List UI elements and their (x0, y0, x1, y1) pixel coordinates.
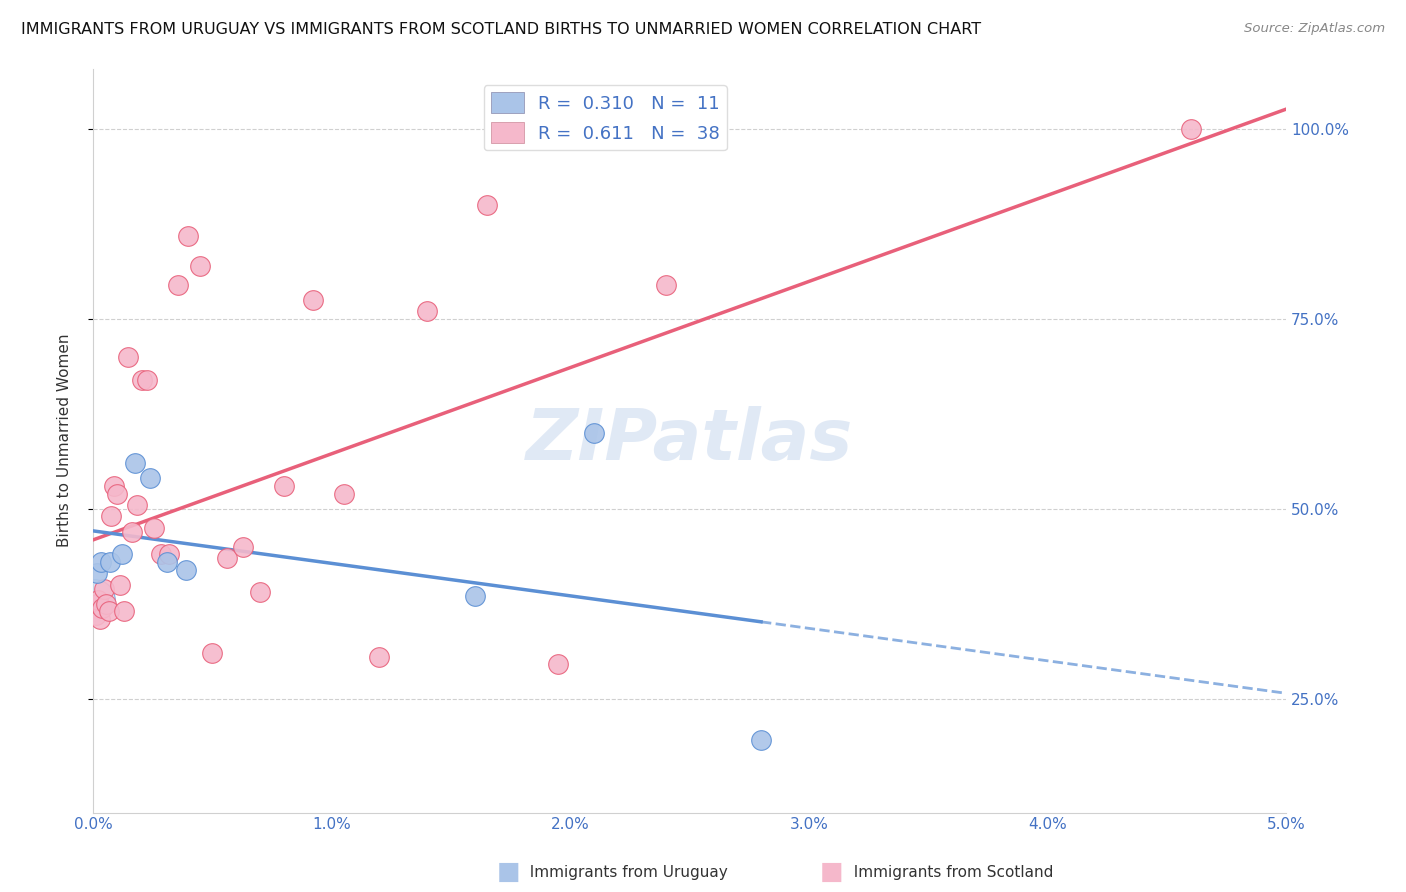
Point (87, 593, 110, 607)
Point (142, 521, 165, 535)
Point (136, 373, 159, 387)
Point (201, 646, 224, 660)
Text: ■: ■ (820, 861, 844, 884)
Legend: R =  0.310   N =  11, R =  0.611   N =  38: R = 0.310 N = 11, R = 0.611 N = 38 (484, 85, 727, 150)
Point (100, 509, 122, 524)
Text: IMMIGRANTS FROM URUGUAY VS IMMIGRANTS FROM SCOTLAND BIRTHS TO UNMARRIED WOMEN CO: IMMIGRANTS FROM URUGUAY VS IMMIGRANTS FR… (21, 22, 981, 37)
Point (97, 604, 120, 618)
Point (547, 657, 569, 672)
Point (110, 578, 132, 592)
Point (749, 733, 772, 747)
Point (86, 566, 108, 581)
Point (157, 548, 180, 562)
Point (112, 604, 135, 618)
Point (583, 425, 606, 440)
Text: Immigrants from Uruguay: Immigrants from Uruguay (520, 865, 728, 880)
Point (177, 228, 200, 243)
Point (156, 555, 179, 569)
Point (83, 593, 105, 607)
Point (416, 304, 439, 318)
Point (124, 456, 146, 470)
Text: Immigrants from Scotland: Immigrants from Scotland (844, 865, 1053, 880)
Point (84, 600, 107, 615)
Point (89, 612, 111, 626)
Text: ■: ■ (496, 861, 520, 884)
Point (86, 597, 108, 611)
Point (654, 277, 676, 292)
Point (117, 350, 139, 364)
Point (301, 293, 323, 307)
Point (332, 486, 354, 500)
Point (93, 582, 115, 596)
Point (1180, 122, 1202, 136)
Point (249, 585, 271, 599)
Point (121, 524, 143, 539)
Point (94, 597, 117, 611)
Text: Source: ZipAtlas.com: Source: ZipAtlas.com (1244, 22, 1385, 36)
Y-axis label: Births to Unmarried Women: Births to Unmarried Women (58, 334, 72, 548)
Point (150, 548, 173, 562)
Point (131, 373, 153, 387)
Point (91, 600, 114, 615)
Point (103, 479, 125, 493)
Point (174, 563, 197, 577)
Point (215, 551, 238, 566)
Text: ZIPatlas: ZIPatlas (526, 406, 853, 475)
Point (464, 589, 486, 603)
Point (139, 471, 162, 485)
Point (475, 198, 498, 212)
Point (98, 555, 121, 569)
Point (84, 608, 107, 623)
Point (232, 540, 254, 554)
Point (167, 277, 190, 292)
Point (273, 479, 295, 493)
Point (368, 649, 391, 664)
Point (105, 486, 128, 500)
Point (90, 555, 112, 569)
Point (111, 548, 134, 562)
Point (190, 259, 212, 273)
Point (127, 498, 149, 512)
